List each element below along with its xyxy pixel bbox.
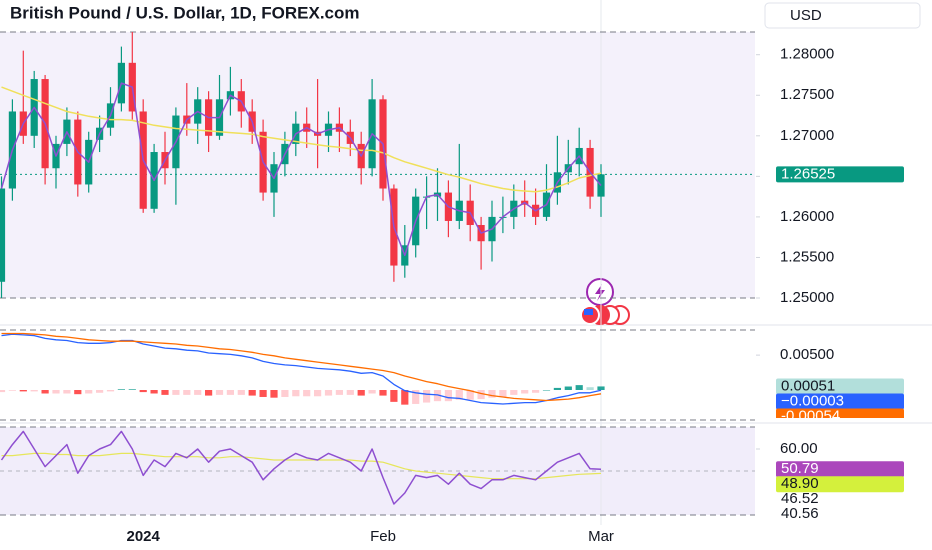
histogram-bar — [85, 390, 93, 394]
histogram-bar — [477, 390, 485, 400]
x-tick-label: Mar — [588, 528, 614, 545]
histogram-bar — [488, 390, 496, 398]
histogram-bar — [423, 390, 431, 403]
histogram-bar — [521, 390, 529, 394]
price-badge-label: 1.26525 — [781, 165, 835, 182]
histogram-bar — [96, 390, 104, 393]
histogram-bar — [346, 390, 354, 395]
price-badge — [776, 476, 904, 493]
histogram-bar — [52, 390, 60, 394]
price-badge — [776, 378, 904, 395]
price-badge — [776, 408, 904, 418]
histogram-bar — [292, 390, 300, 397]
price-badge — [776, 393, 904, 410]
price-badge-label: 0.00051 — [781, 377, 835, 394]
histogram-bar — [597, 386, 605, 390]
moving-average-line — [0, 82, 602, 257]
histogram-bar — [106, 390, 115, 392]
histogram-bar — [444, 390, 452, 402]
currency-label[interactable]: USD — [790, 7, 822, 24]
moving-average-line — [1, 86, 602, 193]
histogram-bar — [172, 390, 180, 395]
histogram-bar — [150, 390, 158, 394]
histogram-bar — [586, 387, 594, 390]
histogram-bar — [281, 390, 289, 397]
histogram-bar — [0, 390, 6, 393]
signal-line — [1, 332, 602, 402]
histogram-bar — [215, 390, 224, 395]
histogram-bar — [510, 390, 518, 395]
histogram-bar — [19, 390, 27, 392]
histogram-bar — [74, 390, 82, 395]
lightning-glyph — [595, 284, 605, 301]
candle-body — [0, 188, 6, 282]
histogram-bar — [379, 390, 387, 396]
histogram-bar — [335, 390, 343, 395]
histogram-bar — [324, 390, 333, 396]
histogram-bar — [542, 390, 551, 391]
price-panel-background — [0, 32, 755, 298]
y-tick-label: 0.00500 — [780, 346, 834, 363]
histogram-bar — [412, 390, 420, 404]
y-tick-label: 1.26000 — [780, 208, 834, 225]
price-badge-label: 40.56 — [781, 505, 819, 522]
y-tick-label: 1.25500 — [780, 248, 834, 265]
histogram-bar — [128, 389, 136, 390]
y-tick-label: 60.00 — [780, 440, 818, 457]
histogram-bar — [63, 390, 71, 394]
price-badge-label: 50.79 — [781, 460, 819, 477]
histogram-bar — [237, 390, 245, 395]
histogram-bar — [455, 390, 463, 400]
histogram-bar — [259, 390, 267, 397]
histogram-bar — [303, 390, 311, 397]
histogram-bar — [161, 390, 169, 395]
histogram-bar — [205, 390, 213, 396]
macd-line — [1, 333, 602, 405]
histogram-bar — [532, 390, 540, 393]
histogram-bar — [466, 390, 474, 400]
histogram-bar — [270, 390, 278, 398]
histogram-bar — [433, 390, 442, 402]
histogram-bar — [194, 390, 202, 395]
histogram-bar — [41, 390, 49, 394]
flag-canton — [584, 309, 593, 315]
histogram-bar — [401, 390, 409, 405]
histogram-bar — [499, 390, 507, 397]
histogram-bar — [390, 390, 398, 402]
histogram-bar — [314, 390, 322, 397]
price-badge-label: −0.00003 — [781, 392, 844, 409]
histogram-bar — [575, 385, 583, 390]
macd-badges: 0.00051−0.00003-0.00054 — [776, 377, 904, 424]
y-tick-label: 1.28000 — [780, 46, 834, 63]
histogram-bar — [30, 390, 38, 392]
histogram-bar — [183, 390, 191, 395]
y-tick-label: 1.25000 — [780, 289, 834, 306]
price-badge-label: 48.90 — [781, 475, 819, 492]
rsi-ma-line — [1, 452, 602, 480]
price-badge — [776, 166, 904, 183]
histogram-bar — [117, 389, 125, 390]
y-tick-label: 1.27500 — [780, 86, 834, 103]
currency-button[interactable] — [764, 2, 921, 29]
histogram-bar — [139, 390, 147, 393]
x-tick-label: Feb — [370, 528, 396, 545]
histogram-bar — [357, 390, 365, 396]
histogram-bar — [8, 390, 16, 391]
histogram-bar — [226, 390, 234, 395]
chart-title: British Pound / U.S. Dollar, 1D, FOREX.c… — [10, 3, 360, 22]
histogram-bar — [248, 390, 256, 396]
x-tick-label: 2024 — [127, 528, 161, 545]
histogram-bar — [368, 390, 376, 394]
y-tick-label: 1.27000 — [780, 127, 834, 144]
price-badge — [776, 461, 904, 478]
histogram-bar — [564, 386, 572, 390]
price-badge-label: -0.00054 — [781, 407, 840, 424]
price-badge-label: 46.52 — [781, 490, 819, 507]
rsi-line — [0, 430, 602, 505]
histogram-bar — [553, 387, 561, 390]
